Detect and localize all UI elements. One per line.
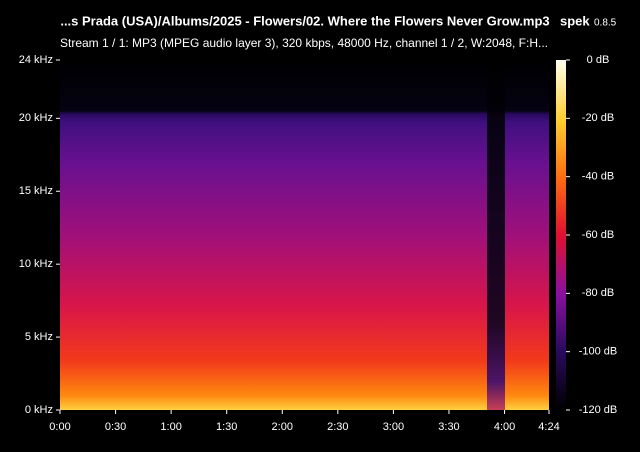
x-tick-label: 2:30 <box>327 421 348 433</box>
x-tick-label: 1:30 <box>216 421 237 433</box>
colorbar-tick-label: -80 dB <box>582 287 614 299</box>
y-tick-label: 0 kHz <box>25 404 53 416</box>
x-tick-label: 3:30 <box>438 421 459 433</box>
x-tick-label: 2:00 <box>272 421 293 433</box>
y-tick-label: 5 kHz <box>25 331 53 343</box>
y-tick-label: 20 kHz <box>19 112 53 124</box>
colorbar-tick-label: -60 dB <box>582 229 614 241</box>
color-bar <box>556 60 566 410</box>
y-tick-label: 10 kHz <box>19 258 53 270</box>
spectrogram-quiet-section <box>487 60 505 410</box>
colorbar-tick-label: -20 dB <box>582 112 614 124</box>
y-tick-label: 15 kHz <box>19 185 53 197</box>
x-tick-label: 0:00 <box>49 421 70 433</box>
x-tick-label: 0:30 <box>105 421 126 433</box>
stream-info: Stream 1 / 1: MP3 (MPEG audio layer 3), … <box>60 36 548 50</box>
x-tick-label: 4:24 <box>538 421 559 433</box>
chart-title: ...s Prada (USA)/Albums/2025 - Flowers/0… <box>60 13 549 28</box>
y-tick-label: 24 kHz <box>19 54 53 66</box>
colorbar-tick-label: 0 dB <box>587 54 610 66</box>
app-name: spek <box>560 13 590 28</box>
colorbar-tick-label: -120 dB <box>579 404 618 416</box>
colorbar-tick-label: -100 dB <box>579 346 618 358</box>
x-tick-label: 3:00 <box>383 421 404 433</box>
app-version: 0.8.5 <box>594 18 617 29</box>
colorbar-tick-label: -40 dB <box>582 171 614 183</box>
x-tick-label: 1:00 <box>160 421 181 433</box>
spectrogram <box>60 60 549 410</box>
x-tick-label: 4:00 <box>494 421 515 433</box>
